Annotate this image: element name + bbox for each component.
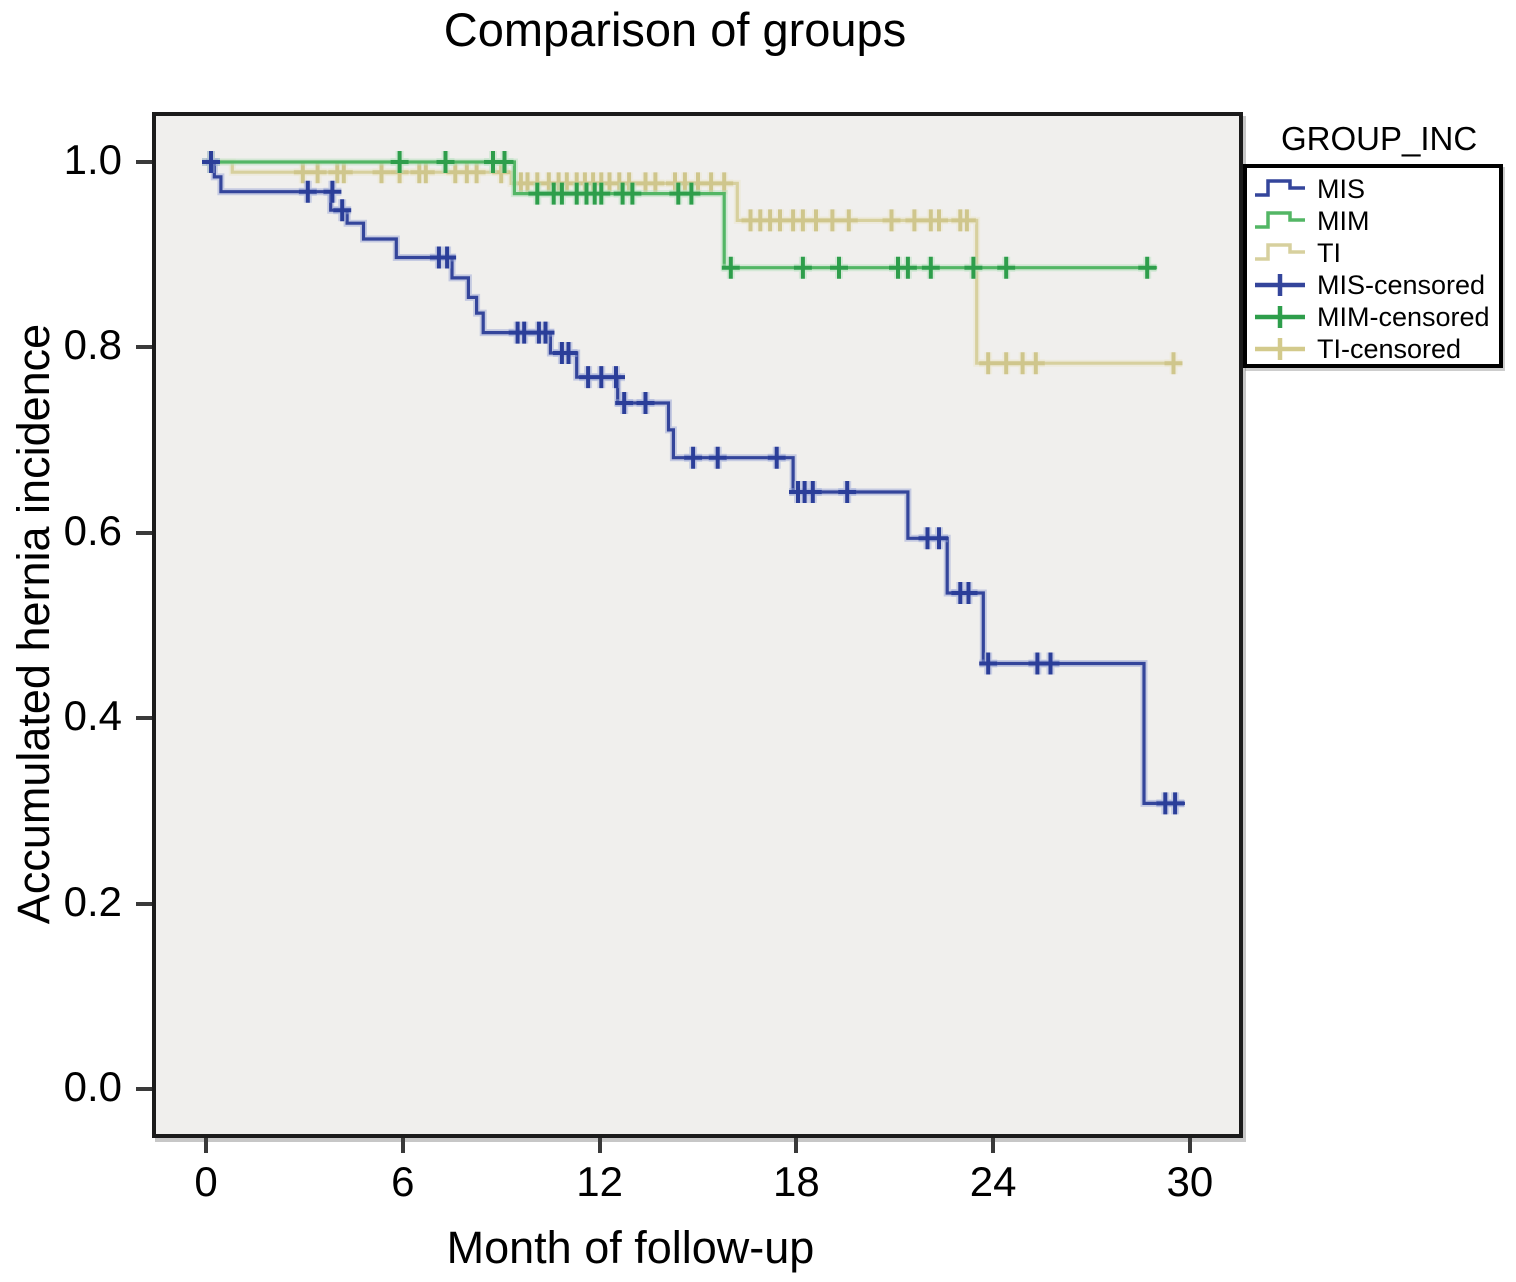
x-tick-label: 0 <box>194 1158 218 1205</box>
y-tick-mark <box>136 160 152 165</box>
y-tick-label: 0.4 <box>63 692 122 740</box>
x-axis-title: Month of follow-up <box>446 1222 815 1273</box>
x-tick-mark <box>204 1138 209 1153</box>
y-tick-mark <box>136 345 152 350</box>
y-tick-label: 0.6 <box>63 506 122 554</box>
plot-area <box>152 112 1243 1138</box>
legend-label: TI <box>1317 237 1341 268</box>
mis-curve <box>206 158 1185 807</box>
legend-label: MIM-censored <box>1317 301 1490 332</box>
x-tick-label: 18 <box>773 1158 820 1205</box>
legend-label: MIS <box>1317 173 1366 204</box>
x-tick-label: 6 <box>391 1158 415 1205</box>
x-tick-label: 24 <box>969 1158 1017 1205</box>
x-tick-mark <box>991 1138 996 1153</box>
legend-label: MIM <box>1317 205 1370 236</box>
x-tick-label: 12 <box>576 1158 623 1205</box>
y-tick-mark <box>136 901 152 906</box>
y-tick-label: 0.0 <box>63 1062 122 1110</box>
x-tick-label: 30 <box>1166 1158 1214 1205</box>
x-tick-mark <box>794 1138 799 1153</box>
legend-label: TI-censored <box>1317 333 1462 364</box>
legend-item-mim: MIM <box>1253 205 1499 237</box>
chart-title: Comparison of groups <box>443 3 907 56</box>
y-tick-label: 0.2 <box>63 877 122 925</box>
x-tick-mark <box>400 1138 405 1153</box>
legend-item-mis: MIS <box>1253 173 1499 205</box>
y-tick-mark <box>136 1086 152 1091</box>
mis-censor-marks <box>202 151 1185 815</box>
censor-plus-swatch <box>1255 338 1305 360</box>
x-tick-mark <box>597 1138 602 1153</box>
censor-plus-swatch <box>1255 306 1305 328</box>
legend: MIS MIM TI MIS-censored MIM-censored TI-censo… <box>1243 164 1503 368</box>
y-tick-mark <box>136 530 152 535</box>
y-axis-title: Accumulated hernia incidence <box>8 323 59 925</box>
y-tick-label: 1.0 <box>63 136 122 184</box>
legend-item-mim-censored: MIM-censored <box>1253 301 1499 333</box>
legend-item-mis-censored: MIS-censored <box>1253 269 1499 301</box>
step-line-swatch <box>1255 243 1305 261</box>
step-line-swatch <box>1255 179 1305 197</box>
y-tick-label: 0.8 <box>63 321 122 369</box>
step-line-swatch <box>1255 211 1305 229</box>
legend-item-ti: TI <box>1253 237 1499 269</box>
kaplan-meier-plot <box>202 151 1185 815</box>
censor-plus-swatch <box>1255 274 1305 296</box>
x-tick-mark <box>1187 1138 1192 1153</box>
legend-item-ti-censored: TI-censored <box>1253 333 1499 365</box>
y-tick-mark <box>136 716 152 721</box>
legend-title: GROUP_INC <box>1281 120 1478 157</box>
legend-label: MIS-censored <box>1317 269 1486 300</box>
